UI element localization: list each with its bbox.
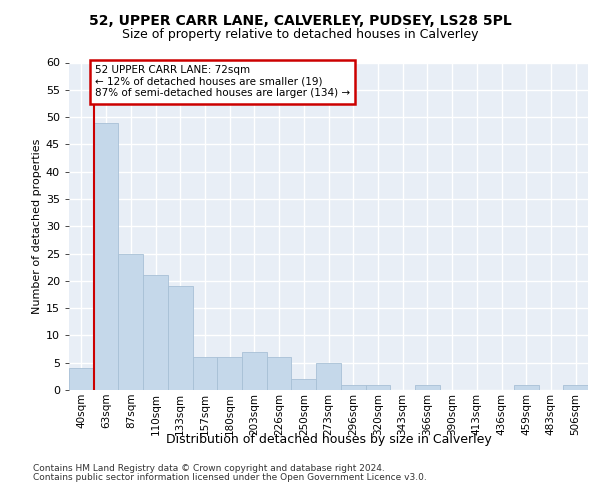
Bar: [242, 352, 267, 390]
Bar: [94, 122, 118, 390]
Bar: [316, 362, 341, 390]
Y-axis label: Number of detached properties: Number of detached properties: [32, 138, 41, 314]
Text: Contains public sector information licensed under the Open Government Licence v3: Contains public sector information licen…: [33, 474, 427, 482]
Bar: [69, 368, 94, 390]
Bar: [168, 286, 193, 390]
Bar: [292, 379, 316, 390]
Text: 52 UPPER CARR LANE: 72sqm
← 12% of detached houses are smaller (19)
87% of semi-: 52 UPPER CARR LANE: 72sqm ← 12% of detac…: [95, 65, 350, 98]
Bar: [563, 384, 588, 390]
Bar: [415, 384, 440, 390]
Bar: [217, 357, 242, 390]
Bar: [341, 384, 365, 390]
Bar: [143, 276, 168, 390]
Text: Size of property relative to detached houses in Calverley: Size of property relative to detached ho…: [122, 28, 478, 41]
Bar: [118, 254, 143, 390]
Text: Distribution of detached houses by size in Calverley: Distribution of detached houses by size …: [166, 432, 491, 446]
Bar: [514, 384, 539, 390]
Text: 52, UPPER CARR LANE, CALVERLEY, PUDSEY, LS28 5PL: 52, UPPER CARR LANE, CALVERLEY, PUDSEY, …: [89, 14, 511, 28]
Text: Contains HM Land Registry data © Crown copyright and database right 2024.: Contains HM Land Registry data © Crown c…: [33, 464, 385, 473]
Bar: [267, 357, 292, 390]
Bar: [193, 357, 217, 390]
Bar: [365, 384, 390, 390]
